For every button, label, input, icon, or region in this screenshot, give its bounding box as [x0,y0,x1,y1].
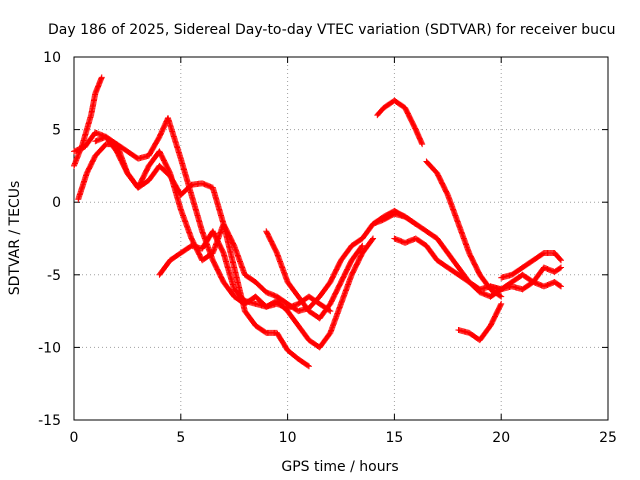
y-tick-label: 10 [43,50,61,66]
y-tick-label: -10 [38,340,61,356]
x-tick-label: 25 [599,430,617,446]
data-point [98,74,105,81]
data-point [497,292,504,299]
data-point [358,243,365,250]
series-track-13 [487,279,565,300]
chart-title: Day 186 of 2025, Sidereal Day-to-day VTE… [48,22,616,38]
series-track-6 [263,228,366,322]
series-track-7 [374,97,426,148]
data-point [304,362,311,369]
y-tick-label: -5 [47,268,61,284]
data-point [556,265,563,272]
y-tick-label: -15 [38,413,61,429]
data-point [497,301,504,308]
series-track-14 [498,250,565,281]
series-track-8 [423,158,505,300]
data-point [305,363,312,370]
series-track-10 [370,210,505,300]
data-point [556,282,563,289]
grid [74,57,608,420]
plot-frame [73,56,609,421]
series-track-11 [455,300,505,344]
x-axis-label: GPS time / hours [281,459,398,475]
data-point [498,293,505,300]
data-point [359,242,366,249]
y-axis-label: SDTVAR / TECUs [7,181,23,296]
series-track-1 [71,74,105,169]
data-point [557,256,564,263]
data-point [498,300,505,307]
x-tick-label: 15 [385,430,403,446]
x-tick-label: 20 [492,430,510,446]
y-tick-label: 5 [52,123,61,139]
x-tick-label: 5 [176,430,185,446]
data-points [71,74,565,370]
data-point [558,283,565,290]
y-tick-label: 0 [52,195,61,211]
data-point [370,235,377,242]
data-point [558,257,565,264]
data-point [419,141,426,148]
axis-ticks: 0 5 10 15 20 25 -15 -10 -5 0 5 10 [38,50,617,446]
data-point [558,264,565,271]
series-track-2 [75,114,377,351]
x-tick-label: 0 [70,430,79,446]
x-tick-label: 10 [279,430,297,446]
data-point [327,308,334,315]
series-track-4 [92,133,312,370]
data-point [369,236,376,243]
